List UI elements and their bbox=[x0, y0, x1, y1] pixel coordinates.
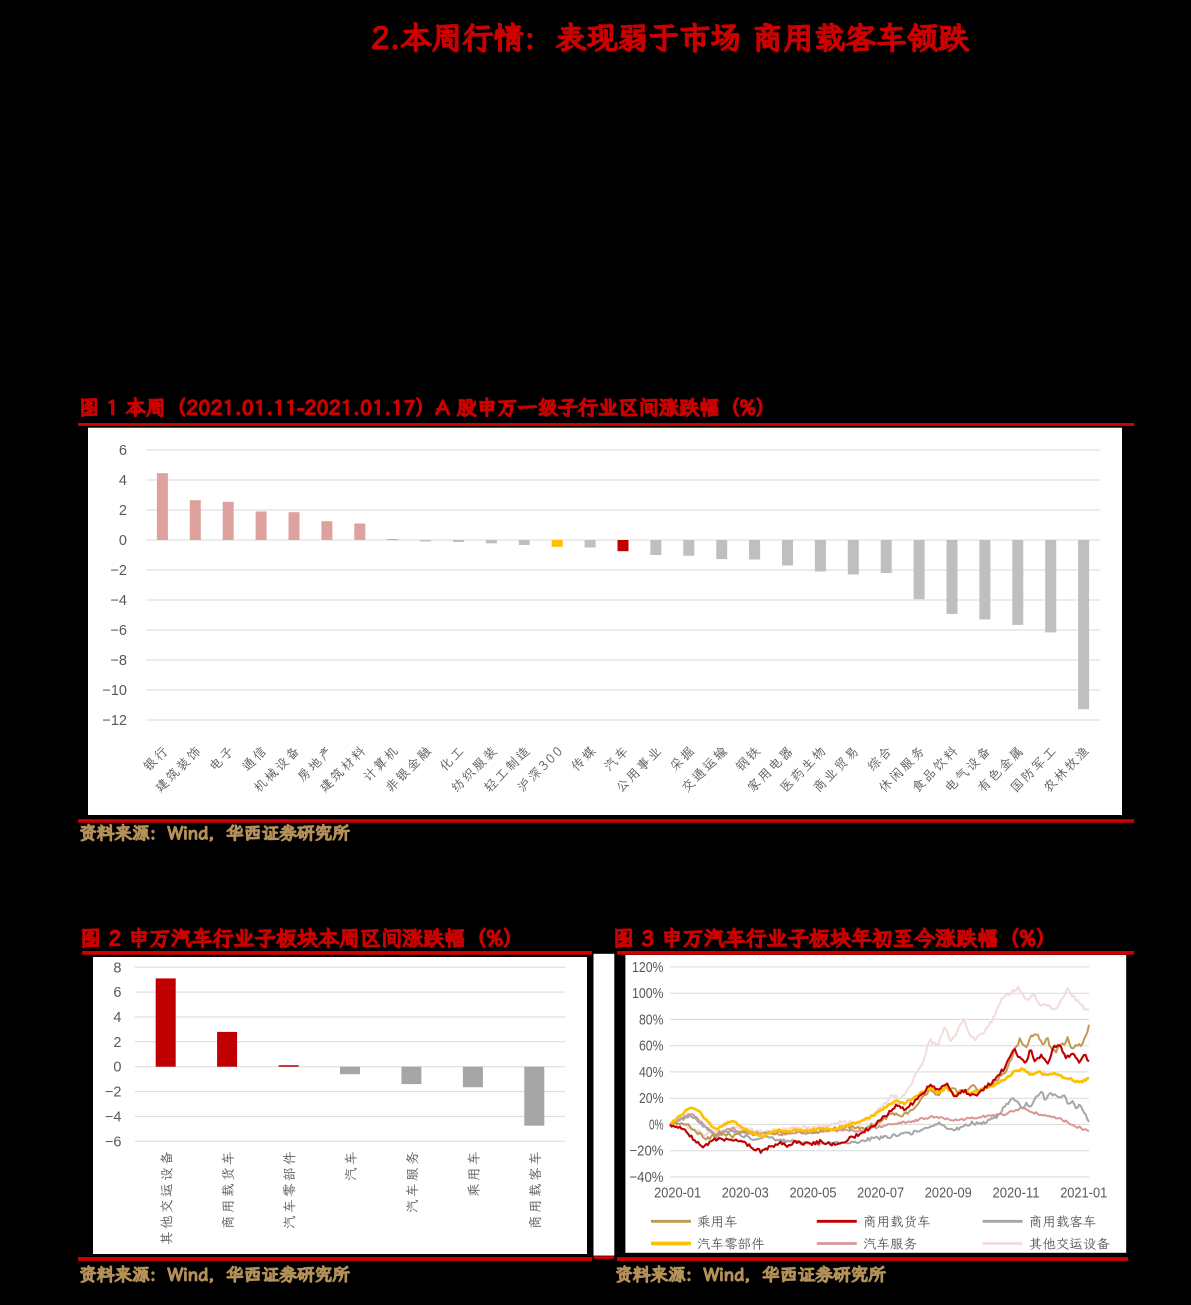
svg-text:60%: 60% bbox=[639, 1038, 664, 1055]
svg-text:−6: −6 bbox=[110, 623, 127, 639]
svg-text:2: 2 bbox=[119, 503, 127, 519]
svg-text:80%: 80% bbox=[639, 1011, 664, 1028]
svg-text:6: 6 bbox=[113, 985, 121, 1001]
svg-text:−20%: −20% bbox=[630, 1143, 664, 1160]
svg-text:0: 0 bbox=[113, 1060, 121, 1076]
svg-text:2020-07: 2020-07 bbox=[857, 1186, 904, 1202]
svg-text:6: 6 bbox=[119, 443, 127, 459]
svg-text:4: 4 bbox=[113, 1010, 121, 1026]
svg-text:−12: −12 bbox=[102, 713, 127, 729]
svg-text:2020-05: 2020-05 bbox=[790, 1186, 837, 1202]
svg-text:−6: −6 bbox=[105, 1134, 122, 1150]
svg-text:−40%: −40% bbox=[630, 1169, 664, 1186]
svg-text:4: 4 bbox=[119, 473, 127, 489]
svg-text:2020-03: 2020-03 bbox=[722, 1186, 769, 1202]
svg-text:−8: −8 bbox=[110, 653, 127, 669]
svg-text:40%: 40% bbox=[639, 1064, 664, 1081]
svg-text:20%: 20% bbox=[639, 1090, 664, 1107]
svg-text:−4: −4 bbox=[105, 1109, 122, 1125]
svg-text:2: 2 bbox=[113, 1035, 121, 1051]
svg-text:2021-01: 2021-01 bbox=[1060, 1186, 1107, 1202]
svg-text:120%: 120% bbox=[632, 959, 664, 976]
svg-text:2020-09: 2020-09 bbox=[925, 1186, 972, 1202]
svg-text:8: 8 bbox=[113, 960, 121, 976]
svg-text:0%: 0% bbox=[649, 1116, 664, 1133]
svg-text:0: 0 bbox=[119, 533, 127, 549]
svg-text:−10: −10 bbox=[102, 683, 127, 699]
svg-text:2020-11: 2020-11 bbox=[993, 1186, 1040, 1202]
svg-text:−2: −2 bbox=[110, 563, 127, 579]
svg-text:100%: 100% bbox=[632, 985, 664, 1002]
svg-text:−2: −2 bbox=[105, 1085, 122, 1101]
svg-text:−4: −4 bbox=[110, 593, 127, 609]
svg-text:2020-01: 2020-01 bbox=[654, 1186, 701, 1202]
